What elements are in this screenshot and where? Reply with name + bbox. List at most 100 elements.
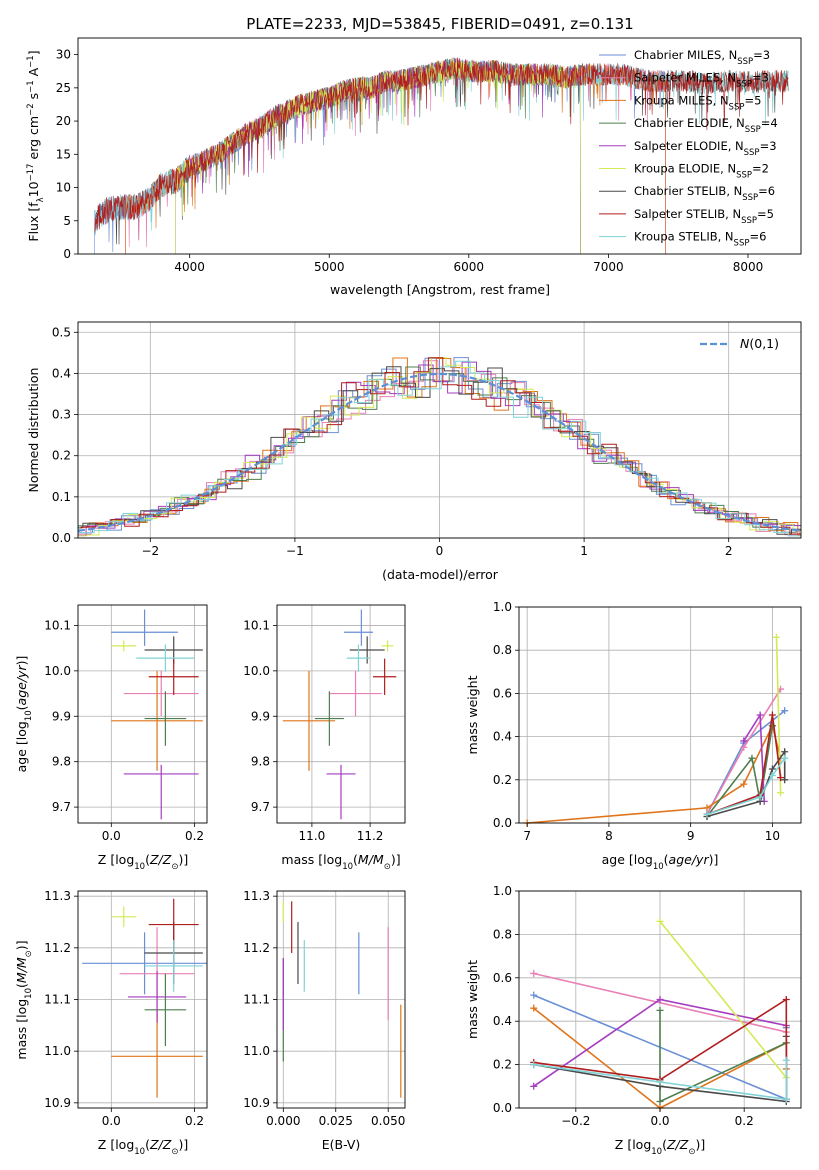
y-tick-label: 0.4: [493, 730, 512, 744]
plot-area: [530, 917, 790, 1112]
chart-mass_vs_Z: 0.0 0.2 10.9 11.0 11.1 11.2 11.3 Z [log10(Z/Z⊙)…: [14, 889, 208, 1157]
y-tick-label: 0.8: [493, 927, 512, 941]
chart-weights_vs_Z: −0.2 0.0 0.2 0.0 0.2 0.4 0.6 0.8 1.0 mass weight Z…: [465, 884, 802, 1157]
weights-marker: [748, 754, 756, 762]
y-tick-label: 1.0: [493, 884, 512, 898]
y-tick-label: 0.8: [493, 643, 512, 657]
weights-marker: [756, 793, 764, 801]
y-tick-label: 0.0: [52, 531, 71, 545]
errorbar-kroupa-elodie: [111, 640, 137, 652]
weights-line: [533, 1060, 788, 1101]
y-tick-label: 25: [56, 81, 71, 95]
x-axis-label: wavelength [Angstrom, rest frame]: [330, 282, 550, 297]
axes-frame: [77, 604, 208, 824]
weights-marker: [777, 774, 785, 782]
errorbar-kroupa-miles: [111, 670, 203, 771]
weights-marker: [781, 776, 789, 784]
y-tick-label: 9.9: [251, 709, 270, 723]
plot-area: [82, 898, 207, 1098]
x-axis-label: age [log10(age/yr)]: [602, 852, 719, 872]
x-axis-label: E(B-V): [322, 1137, 361, 1152]
x-tick-label: 6000: [454, 260, 485, 274]
y-tick-label: 11.0: [44, 1044, 71, 1058]
errorbar-chabrier-miles: [82, 932, 207, 995]
y-tick-label: 10: [56, 181, 71, 195]
axes-frame: [77, 321, 802, 539]
x-axis-label: Z [log10(Z/Z⊙)]: [615, 1137, 705, 1157]
legend-label-gaussian: N(0,1): [740, 336, 779, 351]
x-tick-label: 8000: [733, 260, 764, 274]
y-tick-label: 30: [56, 48, 71, 62]
histogram-chabrier-stelib: [78, 366, 801, 535]
histogram-chabrier-miles: [78, 357, 801, 534]
y-tick-label: 0.6: [493, 686, 512, 700]
y-tick-label: 15: [56, 147, 71, 161]
errorbar-chabrier-elodie: [314, 691, 344, 746]
spectrum-legend: Chabrier MILES, NSSP=3 Salpeter MILES, NS…: [599, 48, 778, 249]
errorbar-salpeter-miles: [123, 670, 199, 717]
x-tick-label: 0.2: [185, 829, 204, 843]
legend-label-kroupa-miles: Kroupa MILES, NSSP=5: [634, 93, 761, 112]
x-tick-label: 7000: [593, 260, 624, 274]
y-tick-label: 0.0: [493, 1101, 512, 1115]
errorbar-chabrier-elodie: [144, 973, 187, 1046]
weights-line: [706, 757, 786, 816]
weights-marker: [656, 996, 664, 1003]
weights-marker: [781, 707, 789, 715]
y-tick-label: 1.0: [493, 600, 512, 614]
figure-title: PLATE=2233, MJD=53845, FIBERID=0491, z=0…: [246, 15, 633, 33]
weights-marker: [772, 633, 780, 641]
y-tick-label: 11.1: [243, 993, 270, 1007]
y-tick-label: 10.9: [243, 1096, 270, 1110]
weights-line: [659, 1010, 787, 1103]
weights-marker: [782, 1056, 790, 1064]
y-tick-label: 5: [63, 214, 71, 228]
errorbar-kroupa-stelib: [136, 644, 195, 672]
x-tick-label: −0.2: [561, 1114, 590, 1128]
weights-line: [659, 920, 787, 1079]
errorbar-chabrier-miles: [343, 609, 373, 646]
y-tick-label: 0: [63, 247, 71, 261]
errorbar-salpeter-elodie: [127, 971, 187, 1023]
histogram-kroupa-stelib: [78, 360, 801, 537]
weights-marker: [781, 754, 789, 762]
x-tick-label: 11.2: [357, 829, 384, 843]
y-axis-label: mass weight: [465, 960, 480, 1039]
weights-marker: [781, 748, 789, 756]
x-tick-label: 9: [687, 829, 695, 843]
y-tick-label: 0.5: [52, 325, 71, 339]
residuals-legend: N(0,1): [700, 336, 779, 351]
spectrum-line-salpeter-stelib: [94, 57, 789, 233]
errorbar-salpeter-miles: [329, 670, 382, 717]
y-tick-label: 11.1: [44, 993, 71, 1007]
y-tick-label: 11.2: [44, 941, 71, 955]
x-tick-label: 11.0: [299, 829, 326, 843]
y-tick-label: 0.1: [52, 490, 71, 504]
errorbar-salpeter-elodie: [123, 764, 199, 820]
y-axis-label: age [log10(age/yr)]: [14, 656, 34, 773]
weights-marker: [782, 1095, 790, 1103]
weights-series-kroupa-stelib: [703, 754, 789, 818]
y-tick-label: 9.9: [52, 709, 71, 723]
y-tick-label: 20: [56, 114, 71, 128]
plot-area: [282, 901, 402, 1098]
axes-frame: [518, 890, 802, 1109]
chart-age_vs_mass: 11.0 11.2 9.7 9.8 9.9 10.0 10.1 mass [log10(M/M…: [243, 604, 406, 872]
weights-line: [533, 998, 788, 1100]
errorbar-salpeter-stelib: [148, 658, 199, 695]
y-tick-label: 9.8: [251, 755, 270, 769]
chart-mass_vs_EBV: 0.000 0.025 0.050 10.9 11.0 11.1 11.2 11.3 E(B-V…: [243, 889, 406, 1152]
y-axis-label: mass [log10(M/M⊙)]: [14, 940, 34, 1059]
weights-series-kroupa-elodie: [656, 917, 790, 1082]
chart-residuals: −2 −1 0 1 2 0.0 0.1 0.2 0.3 0.4 0.5 (data-model)/er…: [26, 321, 802, 582]
y-tick-label: 0.2: [52, 449, 71, 463]
weights-series-kroupa-stelib: [530, 1056, 790, 1103]
y-tick-label: 0.4: [493, 1014, 512, 1028]
weights-marker: [530, 1061, 538, 1069]
y-tick-label: 11.0: [243, 1044, 270, 1058]
plot-area: [282, 609, 397, 820]
axes-frame: [276, 604, 406, 824]
y-tick-label: 11.2: [243, 941, 270, 955]
legend-label-chabrier-elodie: Chabrier ELODIE, NSSP=4: [634, 116, 778, 135]
x-axis-label: mass [log10(M/M⊙)]: [281, 852, 400, 872]
